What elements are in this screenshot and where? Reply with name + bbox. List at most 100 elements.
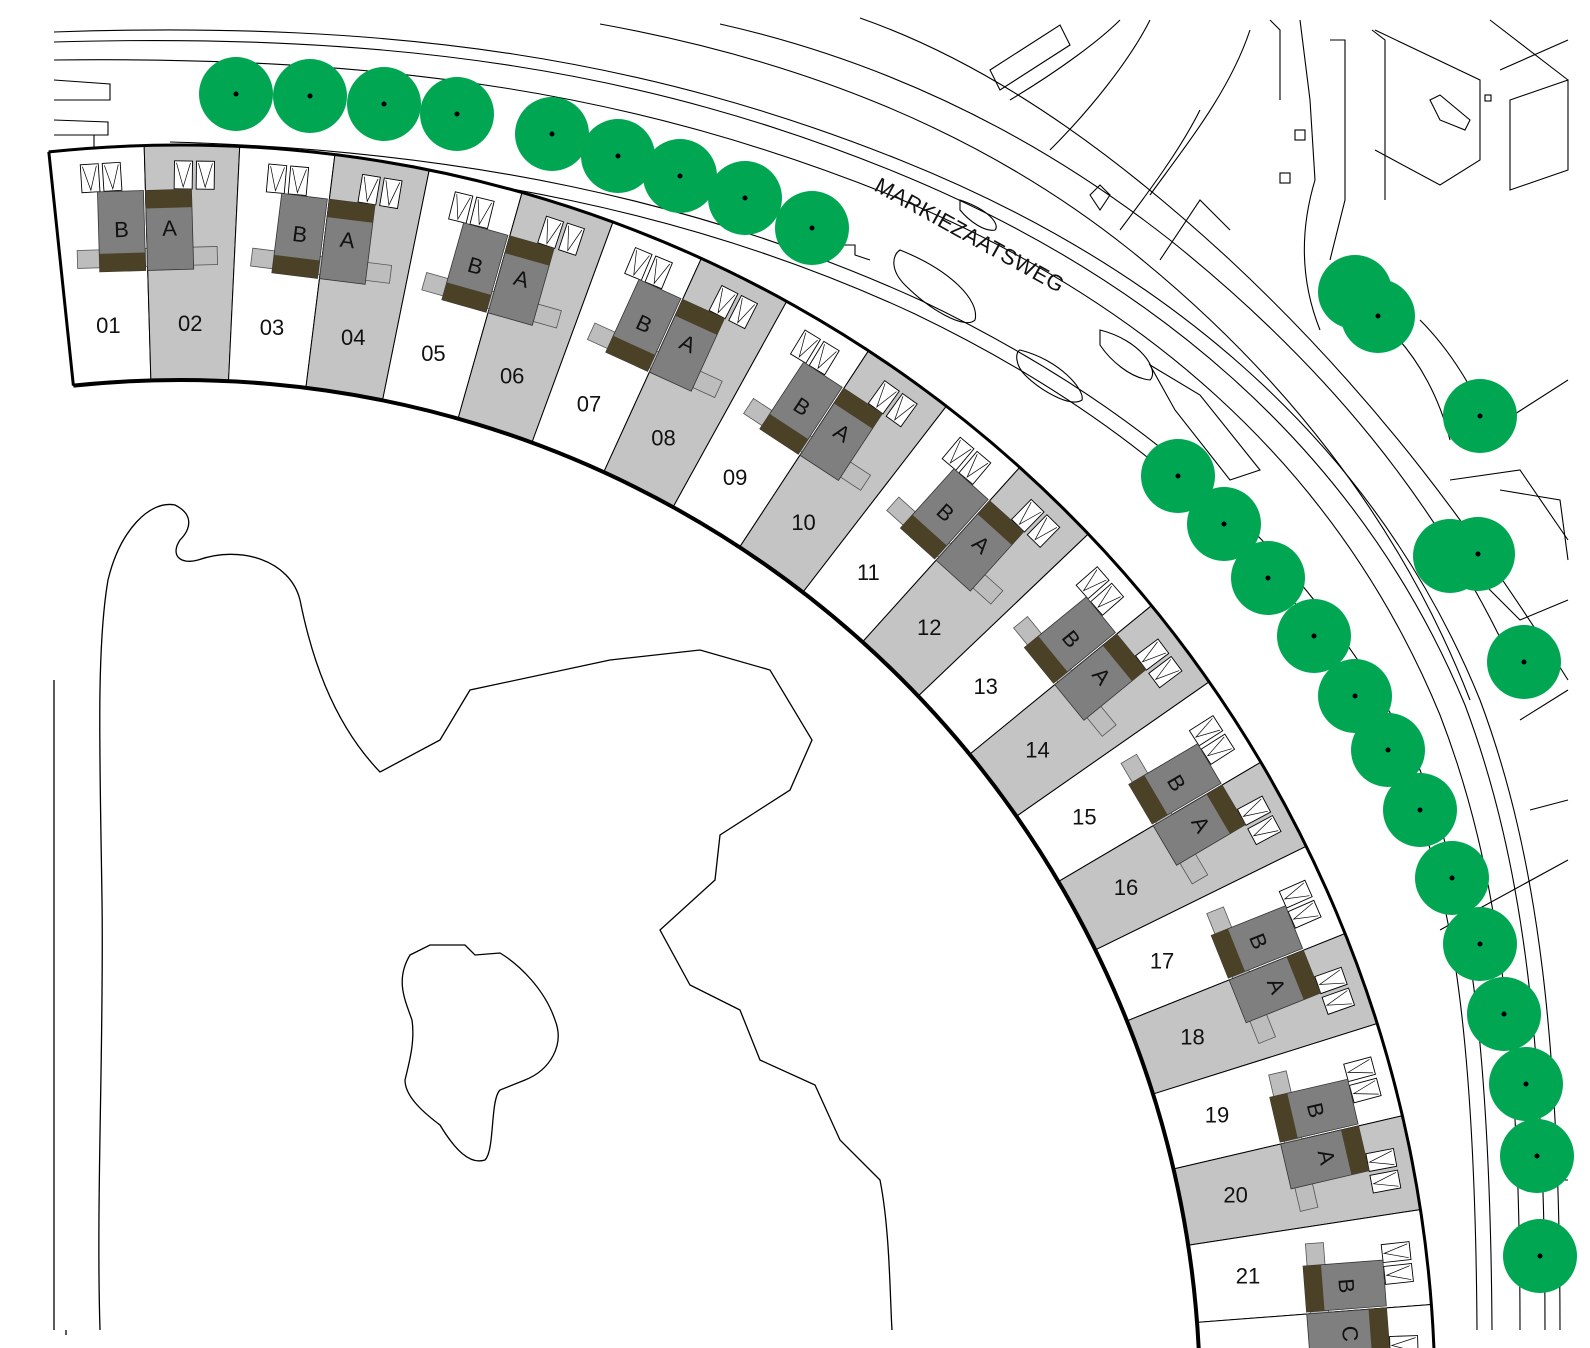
dwelling-roof-strip bbox=[759, 413, 809, 455]
plot-number-label: 03 bbox=[260, 315, 284, 340]
tree bbox=[1318, 659, 1392, 733]
dwelling-roof-strip bbox=[1368, 1307, 1390, 1348]
parking-bays bbox=[941, 436, 992, 486]
parking-bays bbox=[173, 160, 215, 190]
tree bbox=[515, 97, 589, 171]
tree bbox=[1500, 1119, 1574, 1193]
dwelling-pair: BA bbox=[1268, 1070, 1370, 1212]
parking-bays bbox=[1389, 1335, 1419, 1348]
plot-number-label: 13 bbox=[973, 674, 997, 699]
dwelling-pair: BA bbox=[743, 361, 883, 491]
tree bbox=[347, 67, 421, 141]
dwelling-roof-strip bbox=[1102, 634, 1146, 682]
plot-number-label: 05 bbox=[421, 341, 445, 366]
parking-bays bbox=[537, 215, 586, 256]
dwelling-type-label: B bbox=[291, 221, 309, 248]
tree bbox=[581, 119, 655, 193]
tree bbox=[273, 59, 347, 133]
plot-number-label: 01 bbox=[96, 313, 120, 338]
trees-layer bbox=[199, 57, 1577, 1293]
dwelling-type-label: A bbox=[162, 215, 178, 240]
tree bbox=[1487, 625, 1561, 699]
plot-number-label: 07 bbox=[577, 392, 601, 417]
parking-bays bbox=[357, 173, 403, 210]
dwelling-type-label: A bbox=[511, 265, 532, 293]
tree bbox=[1503, 1219, 1577, 1293]
plot-number-label: 21 bbox=[1236, 1263, 1260, 1288]
dwelling-roof-strip bbox=[441, 282, 492, 313]
tree bbox=[1277, 599, 1351, 673]
tree bbox=[1443, 379, 1517, 453]
parking-bays bbox=[1010, 498, 1061, 549]
parking-bays bbox=[1343, 1056, 1382, 1104]
dwelling-unit bbox=[1302, 1259, 1387, 1313]
plot-labels-layer: 01 02 03 04 05 06 07 08 09 10 11 12 13 14 15 16 17 18 19 20… bbox=[96, 311, 1266, 1348]
tree bbox=[708, 161, 782, 235]
parking-bays bbox=[79, 161, 123, 194]
plot-number-label: 17 bbox=[1150, 949, 1174, 974]
dwelling-type-label: A bbox=[1313, 1147, 1341, 1167]
plot-number-label: 16 bbox=[1114, 875, 1138, 900]
dwelling-roof-strip bbox=[1128, 775, 1168, 824]
tree bbox=[1231, 541, 1305, 615]
plot-number-label: 19 bbox=[1205, 1103, 1229, 1128]
plot-number-label: 08 bbox=[651, 426, 675, 451]
tree bbox=[1441, 517, 1515, 591]
plot-number-label: 12 bbox=[917, 615, 941, 640]
plots-outer-boundary bbox=[48, 143, 1436, 1348]
tree bbox=[1415, 841, 1489, 915]
dwelling-type-label: B bbox=[465, 252, 486, 280]
parking-bays bbox=[789, 329, 840, 376]
parking-bays bbox=[448, 191, 495, 230]
parking-bays bbox=[1278, 879, 1322, 929]
dwelling-roof-strip bbox=[1211, 928, 1246, 979]
dwelling-type-label: C bbox=[1337, 1325, 1363, 1343]
dwelling-roof-strip bbox=[504, 235, 555, 266]
dwelling-roof-strip bbox=[271, 254, 320, 279]
dwelling-pair: BA bbox=[1206, 905, 1321, 1045]
dwelling-roof-strip bbox=[833, 388, 883, 429]
dwelling-roof-strip bbox=[977, 500, 1024, 545]
dwelling-roof-strip bbox=[145, 189, 192, 209]
parking-bays bbox=[1188, 714, 1236, 765]
dwelling-roof-strip bbox=[327, 199, 376, 223]
plot-number-label: 02 bbox=[178, 311, 202, 336]
plot-number-label: 14 bbox=[1025, 737, 1049, 762]
dwelling-roof-strip bbox=[900, 514, 947, 559]
dwelling-roof-strip bbox=[605, 335, 656, 372]
dwelling-type-label: B bbox=[1302, 1100, 1330, 1120]
dwelling-type-label: B bbox=[114, 217, 129, 242]
dwelling-roof-strip bbox=[1206, 785, 1246, 834]
plot-number-label: 22 bbox=[1242, 1345, 1266, 1348]
dwelling-pair: BA bbox=[886, 468, 1025, 605]
dwelling-type-label: B bbox=[1333, 1278, 1359, 1295]
dwelling-type-label: A bbox=[339, 227, 357, 254]
plot-number-label: 06 bbox=[500, 363, 524, 388]
tree bbox=[1141, 439, 1215, 513]
dwelling-roof-strip bbox=[1303, 1264, 1325, 1313]
parking-bays bbox=[265, 163, 310, 196]
dwelling-roof-strip bbox=[1269, 1093, 1298, 1143]
dwelling-roof-strip bbox=[675, 299, 725, 335]
plot-number-label: 11 bbox=[857, 560, 880, 585]
dwelling-pair: BC bbox=[1302, 1242, 1391, 1348]
plot-number-label: 18 bbox=[1180, 1025, 1204, 1050]
plot-number-label: 09 bbox=[723, 465, 747, 490]
plots-end-boundary bbox=[47, 151, 75, 386]
dwelling-roof-strip bbox=[1024, 636, 1068, 684]
plot-number-label: 10 bbox=[791, 510, 815, 535]
tree bbox=[775, 191, 849, 265]
tree bbox=[1341, 279, 1415, 353]
dwelling-pair: BA bbox=[1120, 743, 1247, 885]
parking-bays bbox=[1314, 966, 1356, 1015]
plot-number-label: 20 bbox=[1223, 1182, 1247, 1207]
parking-bays bbox=[1134, 638, 1183, 689]
parking-bays bbox=[1380, 1241, 1414, 1285]
dwelling-roof-strip bbox=[99, 252, 146, 272]
dwelling-roof-strip bbox=[1286, 950, 1321, 1000]
dwelling-roof-strip bbox=[1341, 1125, 1369, 1175]
